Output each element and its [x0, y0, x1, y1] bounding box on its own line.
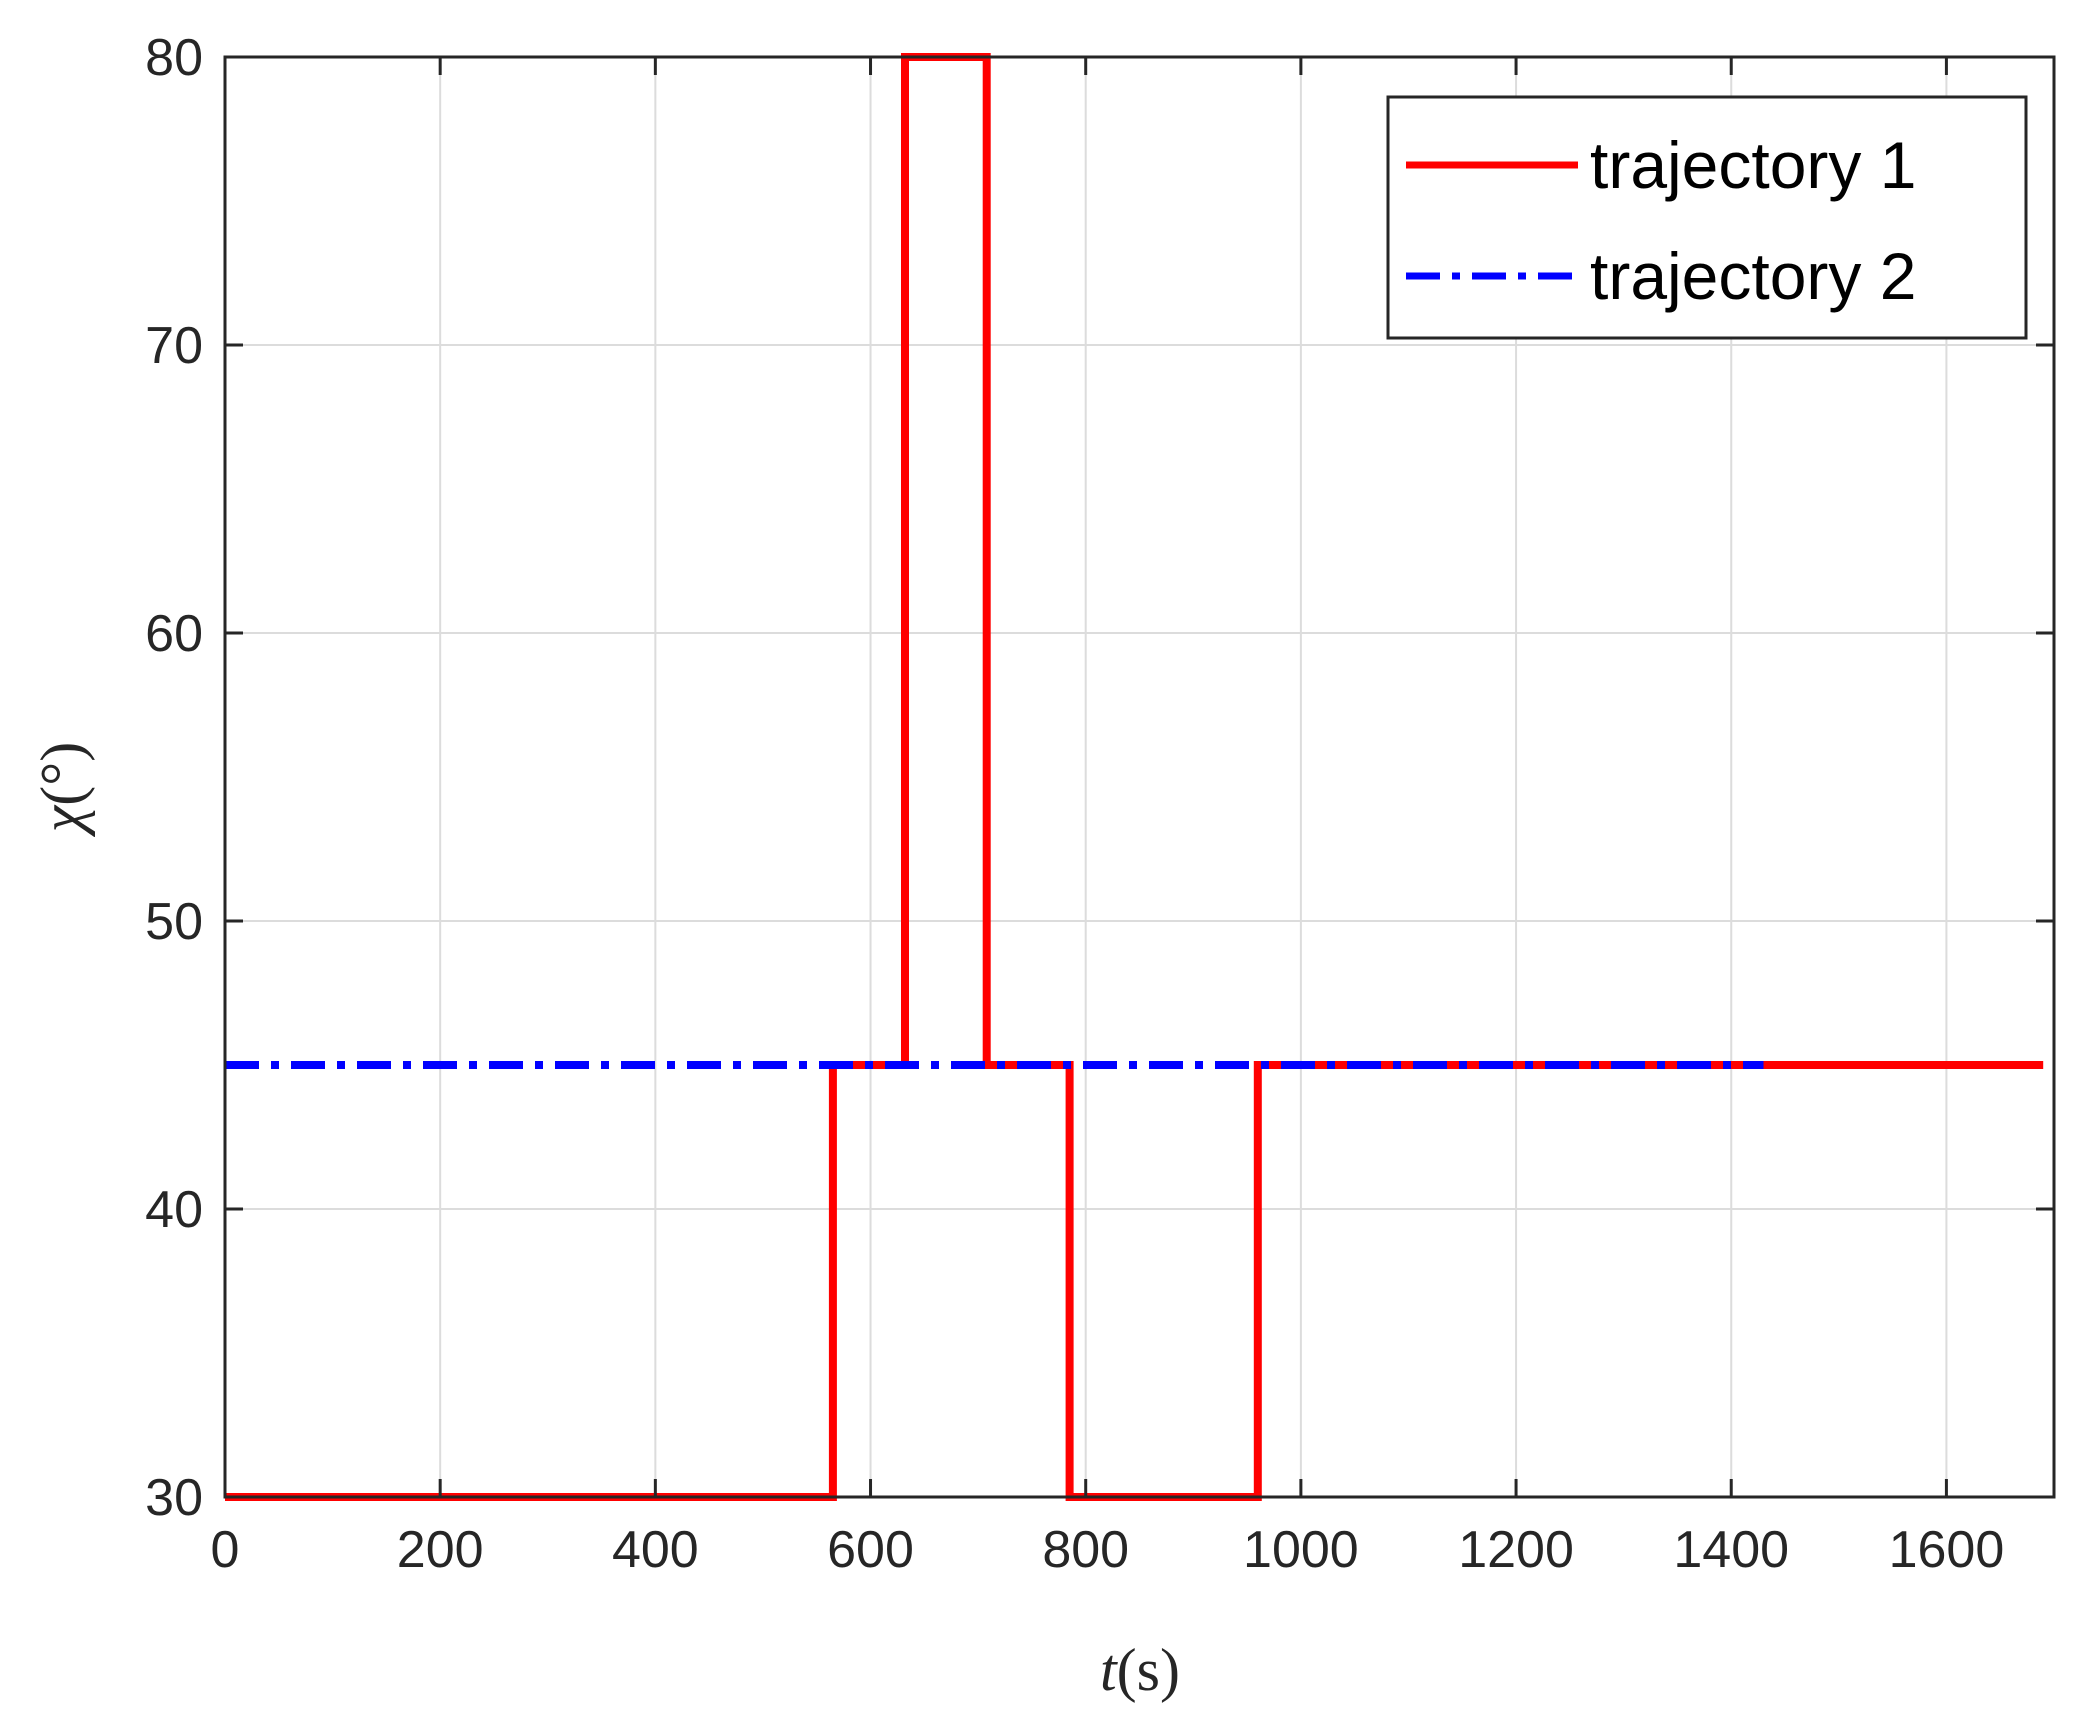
series-line-trajectory-1	[225, 53, 2044, 1501]
x-tick-label: 1400	[1673, 1521, 1789, 1579]
legend: trajectory 1 trajectory 2	[1386, 95, 2028, 340]
x-tick-label: 200	[397, 1521, 484, 1579]
y-tick-label: 80	[145, 29, 203, 87]
x-tick-label: 0	[211, 1521, 240, 1579]
y-tick-label: 60	[145, 605, 203, 663]
y-ticks: 30 40 50 60 70 80	[145, 29, 2054, 1527]
legend-box	[1386, 95, 2028, 340]
x-tick-label: 1200	[1458, 1521, 1574, 1579]
plot-frame	[223, 55, 2056, 1499]
y-tick-label: 50	[145, 893, 203, 951]
x-tick-label: 600	[827, 1521, 914, 1579]
y-tick-label: 70	[145, 317, 203, 375]
x-ticks: 0 200 400 600 800 1000 1200 1400 1600	[211, 57, 2005, 1579]
series-layer	[225, 53, 2044, 1501]
y-axis-label: χ(°)	[29, 742, 95, 837]
x-tick-label: 800	[1042, 1521, 1129, 1579]
x-axis-label: t(s)	[1100, 1637, 1180, 1703]
x-tick-label: 1000	[1243, 1521, 1359, 1579]
x-tick-label: 1600	[1889, 1521, 2005, 1579]
legend-label-trajectory-1: trajectory 1	[1590, 128, 1916, 202]
y-tick-label: 40	[145, 1181, 203, 1239]
legend-label-trajectory-2: trajectory 2	[1590, 239, 1916, 313]
x-tick-label: 400	[612, 1521, 699, 1579]
y-tick-label: 30	[145, 1469, 203, 1527]
